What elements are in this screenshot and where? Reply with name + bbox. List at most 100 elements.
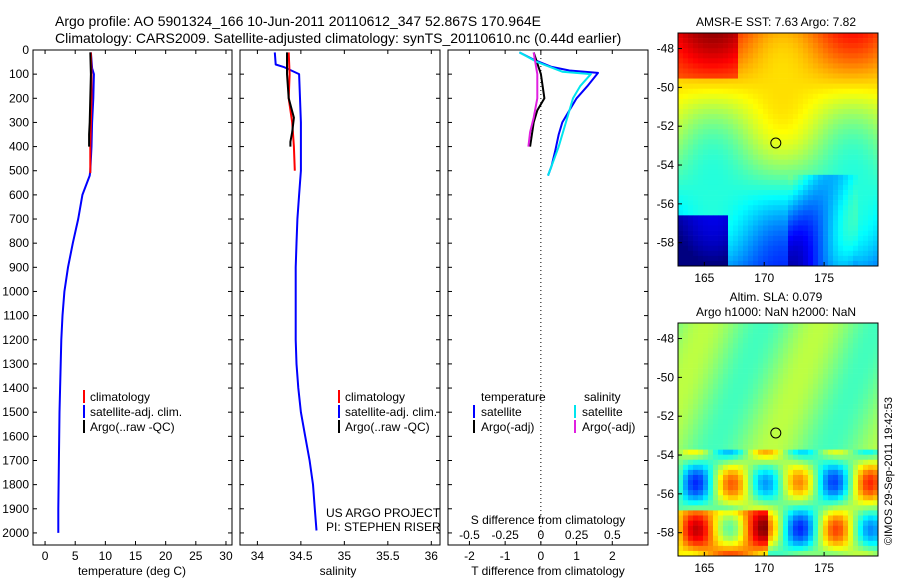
map-cell [833, 500, 839, 506]
map-cell [853, 459, 859, 466]
x-tick-label: 2 [609, 549, 616, 563]
lon-tick-label: 170 [754, 271, 774, 285]
x-tick-label: 34.5 [289, 549, 313, 563]
map-cell [808, 240, 814, 247]
map-cell [713, 358, 719, 364]
map-cell [873, 333, 879, 339]
map-cell [718, 510, 724, 516]
map-cell [793, 398, 799, 405]
map-cell [828, 419, 834, 425]
map-cell [798, 53, 804, 59]
map-cell [863, 419, 869, 425]
map-cell [853, 93, 859, 100]
map-cell [768, 348, 774, 354]
map-cell [703, 434, 709, 440]
map-cell [798, 480, 804, 486]
lat-tick-label: -54 [657, 158, 675, 172]
map-cell [763, 490, 769, 496]
map-cell [753, 164, 759, 171]
map-cell [723, 459, 729, 466]
x-tick-label: 34 [251, 549, 265, 563]
map-cell [798, 179, 804, 186]
map-cell [768, 434, 774, 440]
map-cell [753, 124, 759, 130]
map-cell [788, 200, 794, 206]
map-cell [768, 78, 774, 84]
map-cell [763, 129, 769, 135]
map-cell [828, 195, 834, 201]
map-cell [838, 338, 844, 344]
map-cell [763, 505, 769, 511]
map-cell [688, 530, 694, 537]
map-cell [698, 469, 704, 476]
map-cell [803, 535, 809, 542]
map-cell [828, 144, 834, 150]
map-cell [838, 439, 844, 445]
map-cell [843, 119, 849, 125]
map-cell [768, 358, 774, 364]
map-cell [723, 169, 729, 176]
map-cell [813, 464, 819, 471]
map-cell [828, 103, 834, 110]
map-cell [793, 373, 799, 380]
map-cell [818, 343, 824, 349]
map-cell [873, 225, 879, 231]
depth-tick-label: 600 [9, 188, 29, 202]
map-cell [703, 144, 709, 150]
map-cell [703, 474, 709, 481]
map-cell [843, 124, 849, 130]
map-cell [838, 139, 844, 145]
map-cell [808, 108, 814, 115]
map-cell [813, 245, 819, 252]
map-cell [823, 179, 829, 186]
map-cell [688, 409, 694, 415]
map-cell [848, 114, 854, 120]
map-cell [853, 469, 859, 476]
map-cell [703, 179, 709, 186]
map-cell [728, 215, 734, 221]
map-cell [688, 429, 694, 435]
map-cell [808, 363, 814, 369]
map-cell [793, 200, 799, 206]
map-cell [838, 378, 844, 385]
map-cell [868, 505, 874, 511]
map-cell [768, 439, 774, 445]
map-cell [728, 464, 734, 471]
map-cell [768, 550, 774, 557]
map-cell [858, 540, 864, 547]
map-cell [743, 225, 749, 231]
map-cell [843, 205, 849, 211]
map-cell [843, 179, 849, 186]
s-difference-axis: -0.5 -0.25 0 0.25 0.5 [459, 528, 621, 542]
map-cell [758, 124, 764, 130]
map-cell [788, 255, 794, 262]
map-cell [718, 33, 724, 39]
map-cell [758, 210, 764, 216]
map-cell [873, 174, 879, 181]
map-cell [768, 459, 774, 466]
map-cell [683, 98, 689, 105]
x-tick-label: 0 [538, 549, 545, 563]
map-cell [753, 550, 759, 557]
map-cell [713, 154, 719, 160]
map-cell [763, 535, 769, 542]
map-cell [758, 490, 764, 496]
map-cell [708, 53, 714, 59]
map-cell [848, 328, 854, 334]
map-cell [813, 129, 819, 135]
map-cell [743, 200, 749, 206]
map-cell [868, 474, 874, 481]
depth-tick-label: 1500 [2, 405, 29, 419]
map-cell [798, 210, 804, 216]
map-cell [778, 419, 784, 425]
map-cell [858, 48, 864, 54]
map-cell [803, 68, 809, 74]
map-cell [733, 58, 739, 64]
map-cell [693, 159, 699, 165]
map-cell [863, 98, 869, 105]
map-cell [768, 164, 774, 171]
map-cell [773, 378, 779, 385]
map-cell [743, 215, 749, 221]
map-cell [728, 338, 734, 344]
map-cell [788, 358, 794, 364]
